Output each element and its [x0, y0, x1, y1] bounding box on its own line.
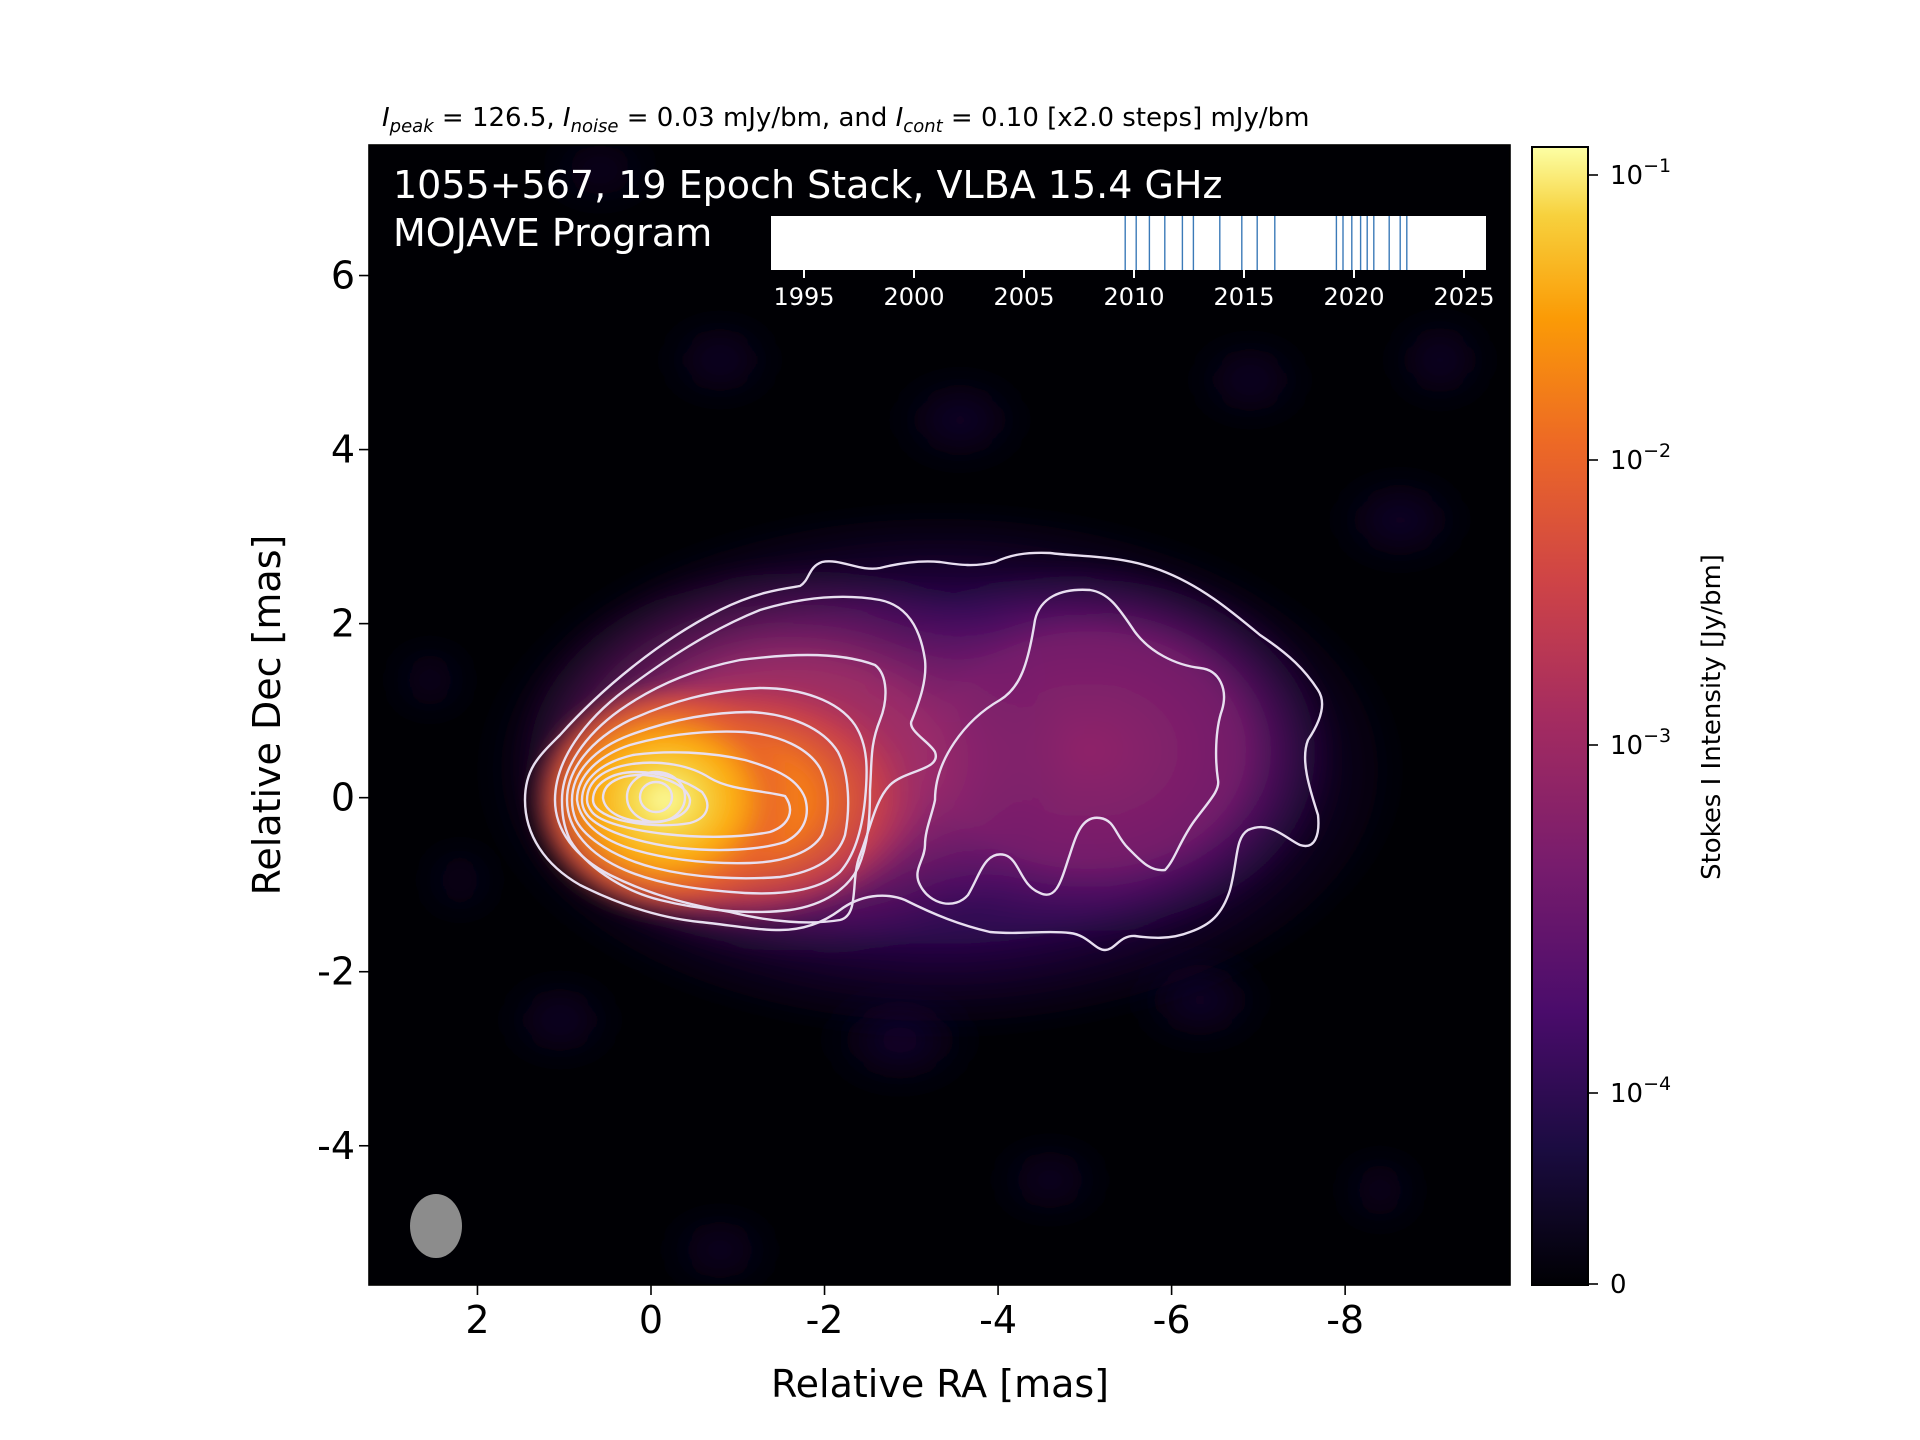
intensity-image — [369, 145, 1510, 1285]
colorbar-ticks: 10−1 10−2 10−3 10−4 0 — [1588, 155, 1671, 1300]
colorbar-tick-label: 10−3 — [1610, 725, 1671, 761]
y-tick-label: 6 — [331, 254, 355, 298]
x-tick-label: 2 — [465, 1298, 489, 1342]
contour-level-1 — [523, 551, 1324, 952]
colorbar-zero-label: 0 — [1610, 1270, 1627, 1300]
x-axis-ticks: 2 0 -2 -4 -6 -8 — [465, 1285, 1364, 1342]
y-tick-label: 4 — [331, 428, 355, 472]
contour-level-4 — [565, 686, 868, 895]
contour-level-12 — [638, 780, 674, 814]
timeline-tick-label: 2020 — [1323, 283, 1384, 311]
epoch-lines — [1124, 216, 1408, 270]
source-title: 1055+567, 19 Epoch Stack, VLBA 15.4 GHz — [393, 163, 1222, 207]
timeline-tick-label: 2015 — [1213, 283, 1274, 311]
timeline-tick-label: 1995 — [773, 283, 834, 311]
contour-level-3 — [560, 653, 887, 914]
colorbar-label: Stokes I Intensity [Jy/bm] — [1697, 554, 1727, 880]
beam-ellipse — [410, 1194, 462, 1258]
figure-header: Ipeak = 126.5, Inoise = 0.03 mJy/bm, and… — [382, 103, 1309, 137]
colorbar-tick-label: 10−4 — [1610, 1073, 1671, 1109]
x-tick-label: -8 — [1326, 1298, 1364, 1342]
x-tick-label: -4 — [979, 1298, 1017, 1342]
contour-level-9 — [591, 770, 709, 827]
contour-level-6 — [575, 730, 829, 865]
y-tick-label: 2 — [331, 602, 355, 646]
y-tick-label: 0 — [331, 776, 355, 820]
plot-frame — [368, 144, 1511, 1286]
contour-level-5 — [570, 710, 850, 880]
x-axis-label: Relative RA [mas] — [771, 1362, 1109, 1406]
y-tick-label: -4 — [317, 1124, 355, 1168]
x-tick-label: -2 — [806, 1298, 844, 1342]
colorbar-gradient — [1532, 147, 1588, 1285]
contour-level-11 — [625, 770, 687, 824]
contours — [523, 551, 1324, 952]
timeline-tick-label: 2005 — [993, 283, 1054, 311]
program-title: MOJAVE Program — [393, 211, 712, 255]
y-axis-ticks: 6 4 2 0 -2 -4 — [317, 254, 369, 1168]
contour-level-7 — [580, 751, 808, 852]
timeline-ticks: 1995 2000 2005 2010 2015 2020 2025 — [773, 270, 1495, 311]
x-tick-label: 0 — [639, 1298, 663, 1342]
colorbar: 10−1 10−2 10−3 10−4 0 Stokes I Intensity [Jy… — [1531, 146, 1727, 1300]
contour-level-10 — [601, 773, 692, 824]
x-tick-label: -6 — [1153, 1298, 1191, 1342]
contour-level-2b — [916, 588, 1226, 905]
colorbar-frame — [1531, 146, 1589, 1286]
epoch-timeline: 1995 2000 2005 2010 2015 2020 2025 — [771, 216, 1495, 311]
colorbar-tick-label: 10−2 — [1610, 440, 1671, 476]
y-axis-label: Relative Dec [mas] — [245, 535, 289, 896]
noise-blobs — [390, 145, 1490, 1280]
y-tick-label: -2 — [317, 950, 355, 994]
timeline-panel — [771, 216, 1486, 270]
timeline-tick-label: 2000 — [883, 283, 944, 311]
timeline-tick-label: 2010 — [1103, 283, 1164, 311]
colorbar-tick-label: 10−1 — [1610, 155, 1671, 191]
contour-level-8 — [585, 761, 792, 838]
timeline-tick-label: 2025 — [1433, 283, 1494, 311]
